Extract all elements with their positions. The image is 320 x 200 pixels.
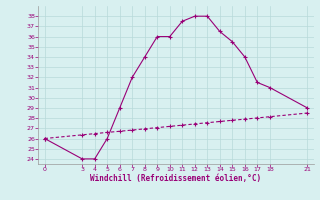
X-axis label: Windchill (Refroidissement éolien,°C): Windchill (Refroidissement éolien,°C) xyxy=(91,174,261,183)
